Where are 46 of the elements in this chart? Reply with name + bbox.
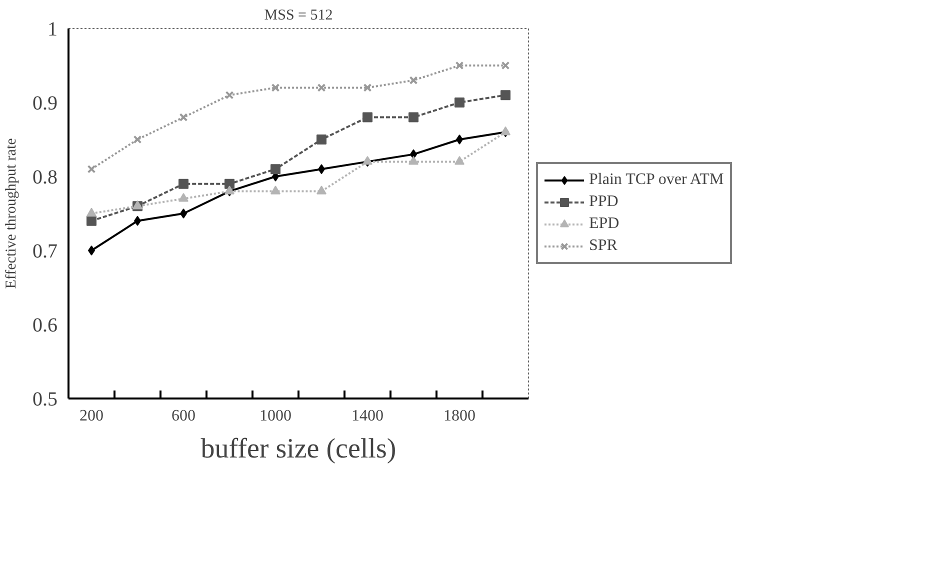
- point: [455, 61, 464, 70]
- point: [224, 178, 234, 189]
- x-axis-title: buffer size (cells): [200, 434, 396, 464]
- x-tick-label: 1400: [352, 408, 384, 424]
- point: [363, 84, 372, 92]
- point: [270, 164, 280, 174]
- point: [178, 193, 188, 202]
- point: [180, 208, 187, 218]
- point: [87, 164, 96, 174]
- x-tick-label: 200: [80, 408, 104, 424]
- x-tick-label: 1000: [260, 408, 292, 424]
- point: [317, 84, 326, 92]
- y-tick-label: 0.9: [32, 92, 58, 114]
- point: [270, 186, 280, 194]
- y-tick-label: 0.6: [32, 314, 58, 336]
- y-tick-label: 0.7: [32, 240, 58, 262]
- y-tick-label: 0.5: [32, 388, 58, 410]
- legend-label: SPR: [589, 237, 618, 255]
- point: [86, 216, 96, 226]
- point: [408, 156, 418, 165]
- legend-label: PPD: [589, 193, 618, 211]
- point: [409, 76, 418, 84]
- legend-label: EPD: [589, 215, 620, 233]
- y-axis-title: Effective throughput rate: [4, 138, 20, 289]
- point: [179, 113, 188, 122]
- x-tick-label: 1800: [444, 408, 476, 424]
- point: [316, 186, 326, 194]
- point: [456, 134, 463, 144]
- point: [454, 98, 464, 108]
- point: [500, 90, 510, 100]
- x-tick-label: 600: [172, 408, 196, 424]
- y-tick-label: 1: [48, 18, 58, 40]
- point: [133, 135, 142, 144]
- point: [271, 84, 280, 92]
- point: [408, 112, 418, 122]
- point: [88, 246, 95, 256]
- y-tick-label: 0.8: [32, 166, 58, 188]
- point: [225, 90, 234, 100]
- point: [501, 61, 510, 70]
- point: [86, 208, 96, 217]
- chart-title: MSS = 512: [264, 8, 333, 24]
- point: [178, 178, 188, 189]
- legend-label: Plain TCP over ATM: [589, 171, 724, 189]
- point: [454, 156, 464, 165]
- point: [362, 112, 372, 122]
- point: [316, 134, 326, 144]
